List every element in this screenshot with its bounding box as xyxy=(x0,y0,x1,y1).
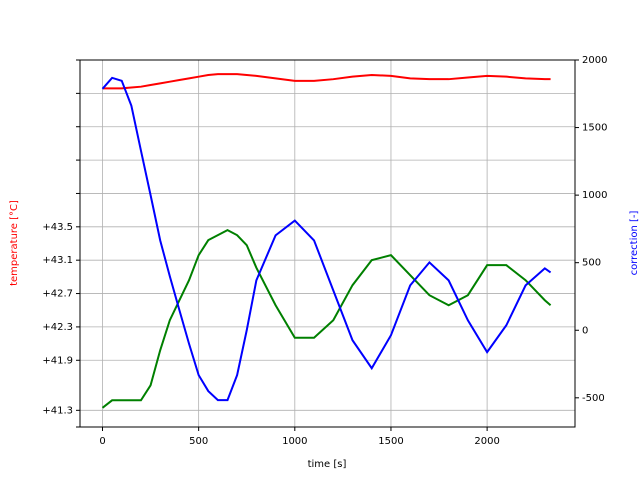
series-line xyxy=(101,76,552,402)
x-tick-label: 1000 xyxy=(282,436,307,447)
y-tick-label: +42.3 xyxy=(42,322,73,333)
y2-tick-label: -500 xyxy=(582,393,605,404)
y2-tick-label: 2000 xyxy=(582,55,607,66)
series-line xyxy=(101,229,552,409)
x-tick-label: 1500 xyxy=(378,436,403,447)
y2-tick-label: 1000 xyxy=(582,190,607,201)
x-axis-label: time [s] xyxy=(308,459,347,470)
y2-tick-label: 0 xyxy=(582,325,588,336)
y-tick-label: +41.9 xyxy=(42,355,73,366)
y2-tick-label: 500 xyxy=(582,258,601,269)
y2-tick-label: 1500 xyxy=(582,123,607,134)
series-line xyxy=(102,73,551,90)
y-axis-label: temperature [°C] xyxy=(9,200,20,286)
x-tick-label: 2000 xyxy=(474,436,499,447)
plot-frame xyxy=(79,59,576,428)
x-tick-label: 500 xyxy=(189,436,208,447)
y2-axis-label: correction [-] xyxy=(629,210,640,275)
y-tick-label: +42.7 xyxy=(42,289,73,300)
x-tick-label: 0 xyxy=(99,436,105,447)
y-tick-label: +43.5 xyxy=(42,222,73,233)
y-tick-label: +41.3 xyxy=(42,405,73,416)
y-tick-label: +43.1 xyxy=(42,255,73,266)
